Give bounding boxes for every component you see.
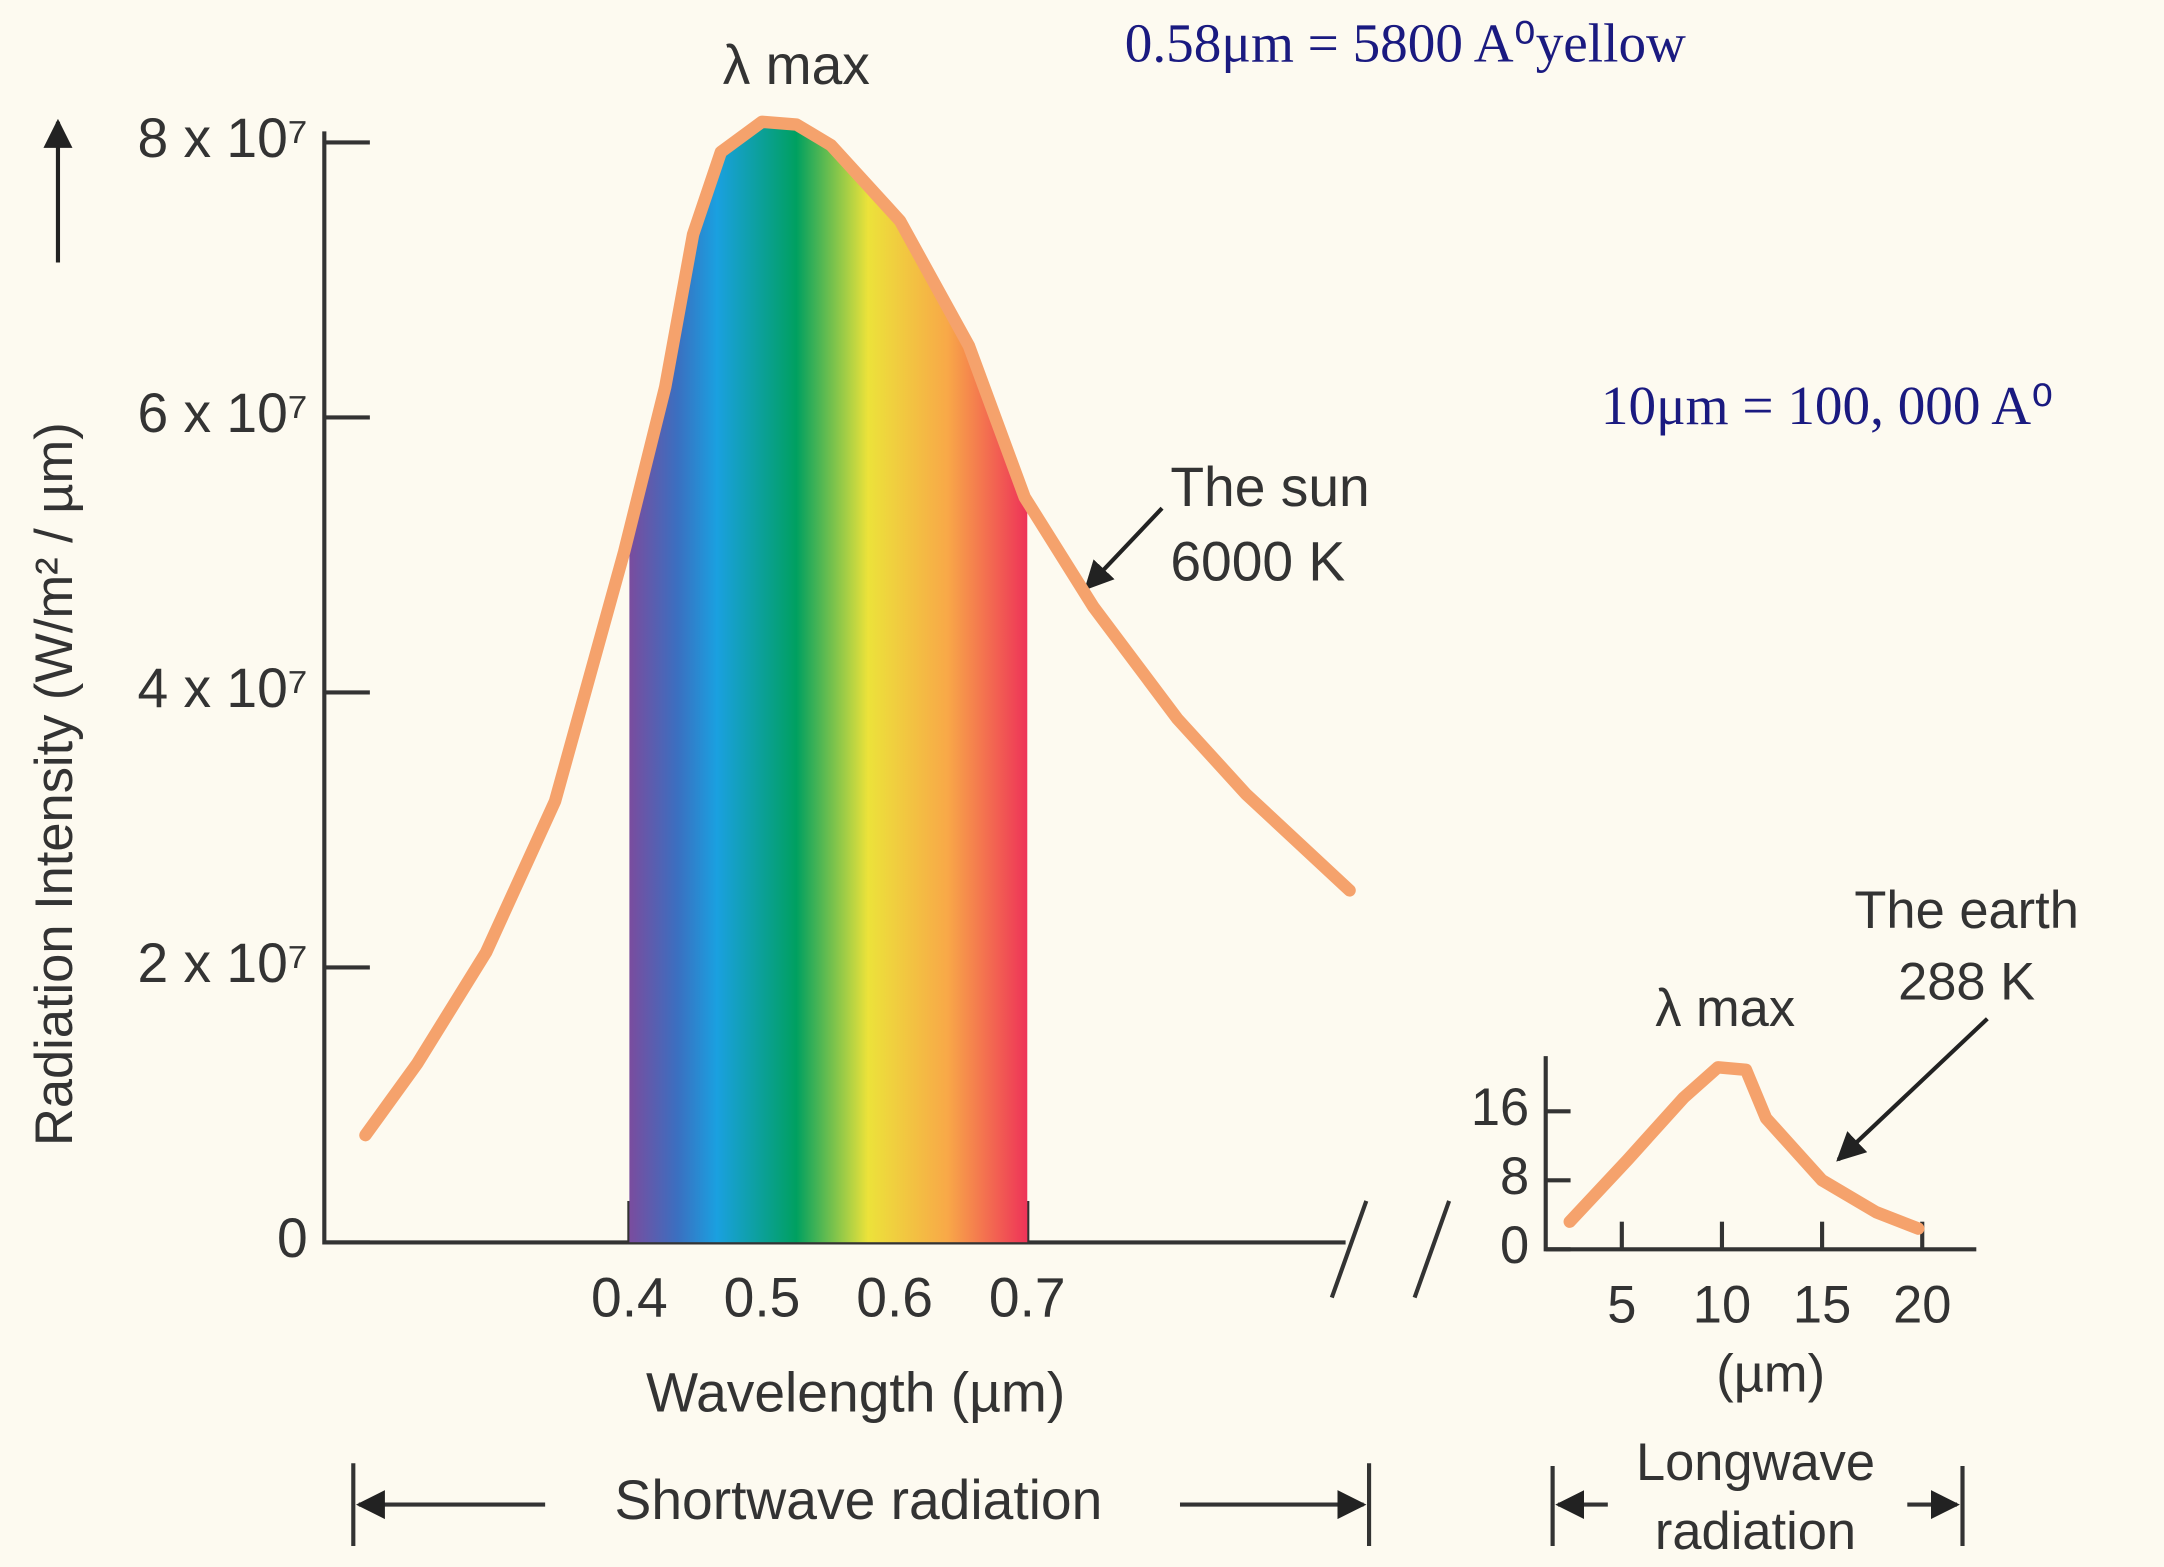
axis-break [1329,1200,1369,1299]
source-label: 6000 K [1170,531,1345,593]
source-label: The earth [1854,882,2078,940]
chart-title: λ max [723,34,870,96]
axis-break [1412,1200,1452,1299]
pointer-arrow [1836,1017,1989,1162]
x-tick-label: 0.7 [989,1266,1066,1328]
y-axis-label: Radiation Intensity (W/m² / µm) [26,422,84,1146]
y-tick-label: 8 [1500,1148,1529,1206]
chart-title: λ max [1655,980,1795,1038]
source-label: The sun [1170,456,1369,518]
band-label: radiation [1655,1503,1856,1561]
band-label: Shortwave radiation [615,1469,1103,1531]
y-tick-label: 6 x 10⁷ [137,382,307,444]
y-tick-label: 2 x 10⁷ [137,932,307,994]
band-label: Longwave [1636,1434,1875,1492]
x-tick-label: 5 [1607,1276,1636,1334]
x-tick-label: 15 [1793,1276,1851,1334]
y-tick-label: 0 [277,1207,308,1269]
equation: 10μm = 100, 000 A⁰ [1601,375,2053,436]
y-tick-label: 16 [1471,1079,1529,1137]
x-tick-label: 0.4 [591,1266,668,1328]
x-tick-label: 10 [1693,1276,1751,1334]
x-tick-label: 20 [1893,1276,1951,1334]
y-tick-label: 0 [1500,1217,1529,1275]
equation: 0.58μm = 5800 A⁰yellow [1125,12,1686,73]
x-tick-label: 0.6 [856,1266,933,1328]
pointer-arrow [1084,506,1164,591]
curve [359,115,1356,1142]
y-tick-label: 4 x 10⁷ [137,657,307,719]
x-tick-label: 0.5 [724,1266,801,1328]
source-label: 288 K [1898,954,2035,1012]
x-axis-label: (µm) [1716,1345,1825,1403]
y-tick-label: 8 x 10⁷ [137,107,307,169]
curve [1563,1061,1925,1235]
x-axis-label: Wavelength (µm) [646,1362,1065,1424]
